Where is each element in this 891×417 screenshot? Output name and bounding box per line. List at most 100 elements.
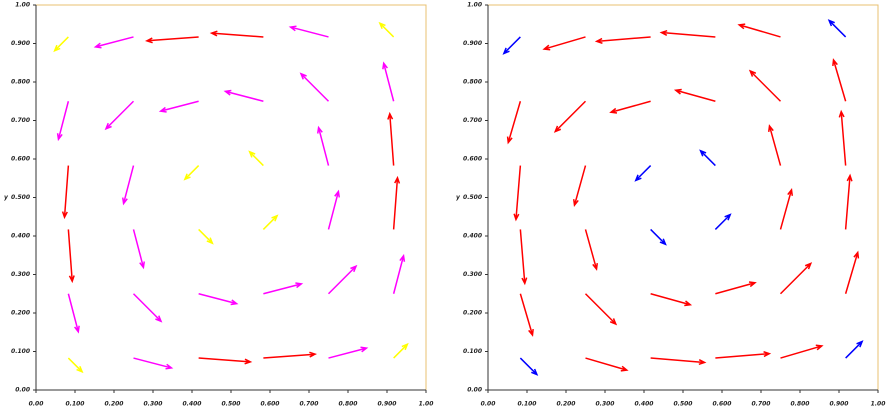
vector-arrow <box>327 189 341 230</box>
vector-arrow <box>158 100 199 113</box>
vector-arrow <box>634 165 652 182</box>
vector-arrow <box>650 357 707 366</box>
vector-arrow <box>650 293 693 307</box>
vector-arrow <box>132 229 146 270</box>
y-axis-label: y <box>4 194 9 201</box>
vector-arrow <box>93 36 134 49</box>
vector-arrow <box>767 124 782 166</box>
vector-arrow <box>827 19 847 38</box>
vector-arrow <box>378 21 395 38</box>
vector-arrow <box>387 111 395 166</box>
vector-arrow <box>748 69 782 102</box>
y-axis-label: y <box>456 194 461 201</box>
vector-arrow <box>198 293 239 306</box>
vector-arrow <box>56 101 70 142</box>
vector-arrow <box>145 36 199 44</box>
x-tick-label: 0.600 <box>261 401 280 408</box>
vector-arrow <box>715 351 772 359</box>
x-tick-label: 0.00 <box>29 401 44 408</box>
vector-arrow <box>519 293 534 337</box>
vector-arrow <box>844 250 860 294</box>
vector-arrow <box>780 344 824 359</box>
vector-arrow <box>519 357 539 376</box>
vector-arrow <box>263 282 304 295</box>
vector-arrow <box>585 357 629 372</box>
vector-arrow <box>327 264 358 295</box>
y-tick-label: 0.400 <box>463 233 482 240</box>
x-tick-label: 0.00 <box>481 401 496 408</box>
vector-arrow <box>121 165 135 206</box>
plot-frame <box>35 4 427 391</box>
vector-arrow <box>659 29 716 38</box>
vector-arrow <box>393 342 409 359</box>
y-tick-label: 0.200 <box>463 310 482 317</box>
vector-arrow <box>584 293 618 326</box>
vector-arrow <box>513 165 522 222</box>
x-tick-label: 0.500 <box>674 401 693 408</box>
vector-arrow <box>67 293 80 334</box>
x-tick-label: 0.200 <box>105 401 124 408</box>
vector-arrow <box>67 229 75 284</box>
x-tick-label: 1.00 <box>419 401 434 408</box>
vector-arrow <box>779 187 794 230</box>
vector-arrow <box>67 357 84 374</box>
y-tick-label: 0.900 <box>11 40 30 47</box>
vector-arrow <box>288 25 329 38</box>
y-tick-label: 0.600 <box>11 156 30 163</box>
vector-arrow <box>183 165 200 181</box>
vector-arrow <box>392 175 401 230</box>
y-tick-label: 0.00 <box>467 387 482 394</box>
x-tick-label: 0.700 <box>300 401 319 408</box>
y-tick-label: 0.200 <box>11 310 30 317</box>
vector-arrow <box>506 101 522 145</box>
y-tick-label: 0.100 <box>11 348 30 355</box>
x-tick-label: 0.400 <box>183 401 202 408</box>
vector-arrow <box>198 228 214 245</box>
vector-arrow <box>104 100 135 131</box>
y-tick-label: 0.400 <box>11 233 30 240</box>
vector-arrow <box>262 214 279 230</box>
vector-arrow <box>609 100 651 114</box>
x-tick-label: 0.800 <box>339 401 358 408</box>
vector-arrow <box>542 36 586 51</box>
y-tick-label: 0.800 <box>11 79 30 86</box>
vector-arrow <box>61 165 70 220</box>
x-tick-label: 1.00 <box>871 401 886 408</box>
vector-arrow <box>737 23 781 38</box>
y-tick-label: 1.00 <box>15 2 30 9</box>
vector-arrow <box>844 173 853 230</box>
vector-arrow <box>572 165 587 208</box>
x-tick-label: 0.100 <box>66 401 85 408</box>
vector-arrow <box>594 36 651 44</box>
x-tick-label: 0.300 <box>596 401 615 408</box>
vector-arrow <box>248 150 264 167</box>
y-tick-label: 0.300 <box>463 271 482 278</box>
x-tick-label: 0.700 <box>752 401 771 408</box>
vector-arrow <box>584 229 599 271</box>
vector-arrow <box>223 89 264 102</box>
vector-arrow <box>779 262 813 295</box>
x-tick-label: 0.900 <box>830 401 849 408</box>
y-tick-label: 0.900 <box>463 40 482 47</box>
vector-arrow <box>502 36 521 55</box>
y-tick-label: 0.600 <box>463 156 482 163</box>
y-tick-label: 0.700 <box>11 117 30 124</box>
y-tick-label: 0.800 <box>463 79 482 86</box>
vector-arrow <box>209 30 264 38</box>
vector-arrow <box>553 100 587 133</box>
vector-arrow <box>392 253 406 294</box>
x-tick-label: 0.100 <box>518 401 537 408</box>
vector-arrow <box>519 229 528 286</box>
x-tick-label: 0.600 <box>713 401 732 408</box>
y-tick-label: 0.500 <box>463 194 482 201</box>
x-tick-label: 0.900 <box>378 401 397 408</box>
y-tick-label: 0.500 <box>11 194 30 201</box>
vector-arrow <box>838 109 847 166</box>
y-tick-label: 1.00 <box>467 2 482 9</box>
x-tick-label: 0.500 <box>222 401 241 408</box>
vector-arrow <box>53 36 69 53</box>
vector-arrow <box>132 293 163 323</box>
plot-frame <box>487 4 879 391</box>
vector-arrow <box>832 58 847 102</box>
